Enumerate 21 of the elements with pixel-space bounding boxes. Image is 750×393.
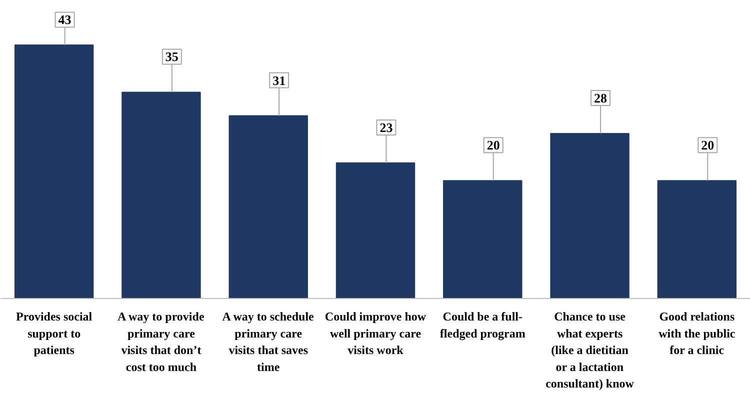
bar xyxy=(122,92,201,298)
x-tick-label: A way to provide primary care visits that don’t cost too much xyxy=(117,310,205,374)
x-tick-label: Chance to use what experts (like a dietitian or a lactation consultant) know xyxy=(546,310,634,391)
x-tick-label: Could be a full-fledged program xyxy=(440,310,526,340)
x-tick-label: Provides social support to patients xyxy=(16,310,93,358)
data-label: 35 xyxy=(165,49,179,64)
data-label: 31 xyxy=(272,72,286,88)
data-label: 20 xyxy=(701,138,714,153)
bar xyxy=(14,44,94,298)
data-label: 20 xyxy=(486,138,500,153)
x-tick-label: A way to schedule primary care visits that saves time xyxy=(222,310,315,374)
x-tick-label: Could improve how well primary care visits work xyxy=(324,310,426,358)
bar xyxy=(443,180,522,298)
bar xyxy=(228,115,308,298)
x-tick-label: Good relations with the public for a clinic xyxy=(658,310,736,358)
data-label: 28 xyxy=(594,90,608,106)
bar xyxy=(657,180,737,298)
data-label: 23 xyxy=(380,120,394,135)
data-label: 43 xyxy=(58,12,72,28)
bar xyxy=(550,132,630,298)
bar xyxy=(336,162,416,298)
